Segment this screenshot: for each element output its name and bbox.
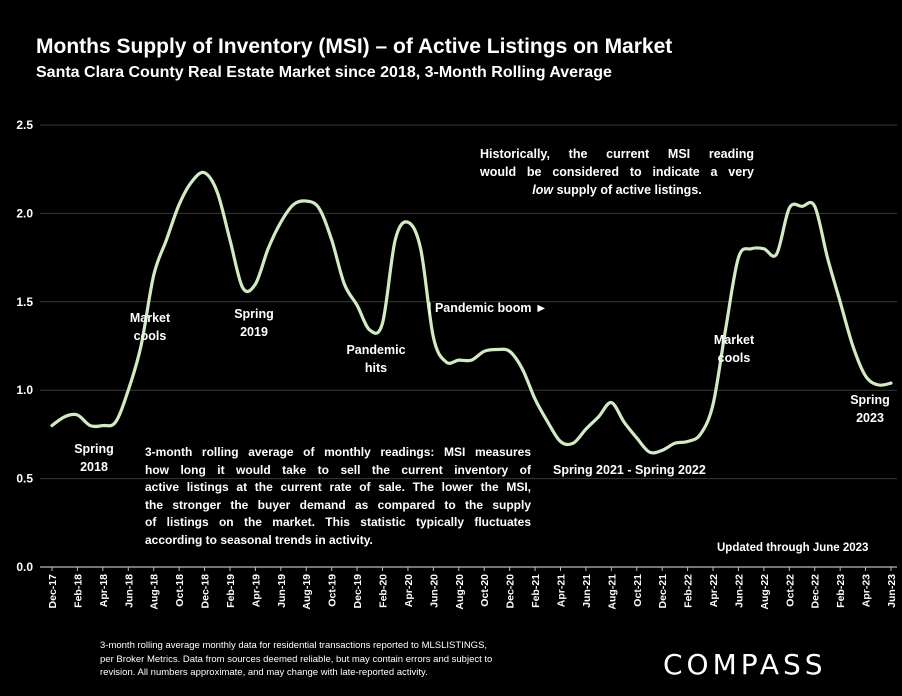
- annotation-spring-2018: Spring 2018: [74, 442, 114, 474]
- x-tick-label: Apr-20: [403, 574, 415, 607]
- x-tick-label: Aug-18: [149, 574, 161, 610]
- x-tick-label: Feb-18: [72, 574, 84, 608]
- x-tick-label: Feb-21: [530, 574, 542, 608]
- x-tick-label: Dec-21: [657, 574, 669, 609]
- annotation-emphasis-low: low: [532, 183, 554, 197]
- x-tick-label: Dec-17: [47, 574, 59, 609]
- x-tick-label: Aug-21: [606, 574, 618, 610]
- y-tick-label: 2.0: [16, 206, 33, 220]
- chart-subtitle: Santa Clara County Real Estate Market si…: [36, 64, 612, 81]
- description-line: active listings at the current rate of s…: [145, 480, 531, 495]
- annotation-historically-line-1: Historically, the current MSI reading: [480, 147, 754, 161]
- y-tick-label: 1.5: [16, 295, 33, 309]
- x-tick-label: Apr-21: [555, 574, 567, 607]
- description-line: according to seasonal trends in activity…: [145, 532, 373, 547]
- x-tick-label: Feb-19: [225, 574, 237, 608]
- x-tick-label: Jun-20: [428, 574, 440, 608]
- x-tick-label: Jun-19: [276, 574, 288, 608]
- x-tick-label: Dec-22: [810, 574, 822, 609]
- x-tick-label: Aug-22: [759, 574, 771, 610]
- description-line: how long it would take to sell the curre…: [145, 462, 531, 477]
- footnote: 3-month rolling average monthly data for…: [100, 639, 620, 680]
- description-line: of listings on the market. This statisti…: [145, 515, 531, 530]
- description-line: the stronger the buyer demand as compare…: [145, 497, 531, 512]
- annotation-market-cools-2: Market cools: [713, 333, 755, 365]
- x-tick-label: Dec-18: [200, 574, 212, 609]
- x-tick-label: Aug-19: [301, 574, 313, 610]
- x-tick-label: Jun-21: [581, 574, 593, 608]
- x-tick-label: Apr-18: [98, 574, 110, 607]
- x-tick-label: Feb-22: [683, 574, 695, 608]
- y-tick-label: 2.5: [16, 118, 33, 132]
- annotation-historically-line-3: low supply of active listings.: [480, 181, 754, 199]
- annotation-updated: Updated through June 2023: [717, 542, 869, 554]
- annotation-spring-2023: Spring 2023: [850, 393, 890, 425]
- x-tick-label: Jun-22: [733, 574, 745, 608]
- x-tick-label: Apr-22: [708, 574, 720, 607]
- x-tick-label: Jun-23: [886, 574, 898, 608]
- x-tick-label: Dec-20: [505, 574, 517, 609]
- annotation-historically-line-3-rest: supply of active listings.: [553, 183, 702, 197]
- x-tick-label: Feb-23: [835, 574, 847, 608]
- footnote-line: revision. All numbers approximate, and m…: [100, 667, 428, 678]
- annotation-pandemic-boom: | Pandemic boom ►: [428, 301, 548, 315]
- x-tick-label: Jun-18: [123, 574, 135, 608]
- x-tick-label: Apr-19: [250, 574, 262, 607]
- annotation-spring-2019: Spring 2019: [234, 307, 274, 339]
- y-tick-label: 1.0: [16, 383, 33, 397]
- description-line: 3-month rolling average of monthly readi…: [145, 445, 531, 459]
- footnote-line: per Broker Metrics. Data from sources de…: [100, 653, 493, 665]
- annotation-historically: Historically, the current MSI reading wo…: [480, 145, 754, 199]
- x-tick-label: Dec-19: [352, 574, 364, 609]
- x-tick-label: Oct-21: [632, 574, 644, 607]
- x-tick-label: Aug-20: [454, 574, 466, 610]
- x-tick-label: Oct-22: [784, 574, 796, 607]
- chart-title: Months Supply of Inventory (MSI) – of Ac…: [36, 35, 673, 58]
- footnote-line: 3-month rolling average monthly data for…: [100, 640, 488, 651]
- y-tick-label: 0.5: [16, 472, 33, 486]
- annotation-spring-2021-2022: Spring 2021 - Spring 2022: [553, 463, 706, 477]
- msi-series-line: [50, 170, 893, 455]
- x-tick-label: Oct-20: [479, 574, 491, 607]
- x-tick-label: Apr-23: [861, 574, 873, 607]
- compass-logo: COMPASS: [663, 648, 827, 681]
- annotation-historically-line-2: would be considered to indicate a very: [480, 165, 754, 179]
- x-tick-label: Feb-20: [378, 574, 390, 608]
- y-tick-label: 0.0: [16, 560, 33, 574]
- annotation-pandemic-hits: Pandemic hits: [346, 343, 406, 375]
- x-tick-label: Oct-18: [174, 574, 186, 607]
- x-tick-label: Oct-19: [327, 574, 339, 607]
- annotation-description: 3-month rolling average of monthly readi…: [145, 444, 531, 550]
- annotation-market-cools-1: Market cools: [129, 311, 171, 343]
